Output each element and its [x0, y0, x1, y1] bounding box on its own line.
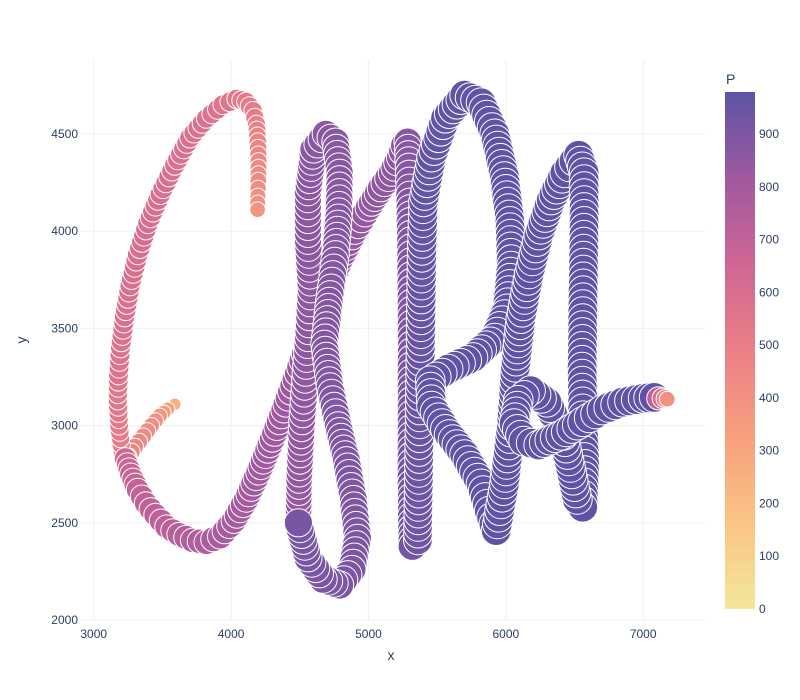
- y-axis-title: y: [13, 337, 29, 344]
- colorbar-tick-label: 0: [759, 602, 766, 616]
- colorbar-title: P: [726, 71, 735, 87]
- colorbar-tick-label: 400: [759, 391, 779, 405]
- x-tick-label: 6000: [492, 627, 519, 641]
- colorbar-tick-labels: 0 100 200 300 400 500 600 700 800 900: [759, 127, 779, 616]
- colorbar-tick-label: 500: [759, 338, 779, 352]
- data-point: [283, 508, 313, 538]
- colorbar: P 0 100 200 300 400 500 600 700 800 900: [725, 71, 779, 616]
- colorbar-tick-label: 300: [759, 444, 779, 458]
- data-point: [249, 201, 266, 218]
- colorbar-tick-label: 800: [759, 180, 779, 194]
- y-tick-label: 4000: [51, 224, 78, 238]
- colorbar-tick-label: 200: [759, 496, 779, 510]
- markers-layer: [107, 79, 676, 600]
- y-tick-labels: 2000 2500 3000 3500 4000 4500: [51, 127, 78, 627]
- x-tick-label: 7000: [630, 627, 657, 641]
- y-tick-label: 2500: [51, 516, 78, 530]
- x-tick-label: 5000: [355, 627, 382, 641]
- y-tick-label: 4500: [51, 127, 78, 141]
- colorbar-tick-label: 900: [759, 127, 779, 141]
- data-point: [658, 390, 676, 408]
- colorbar-tick-label: 600: [759, 285, 779, 299]
- x-axis-title: x: [388, 647, 395, 663]
- x-tick-label: 4000: [218, 627, 245, 641]
- y-tick-label: 2000: [51, 613, 78, 627]
- colorbar-tick-label: 700: [759, 233, 779, 247]
- x-tick-label: 3000: [80, 627, 107, 641]
- colorbar-tick-label: 100: [759, 549, 779, 563]
- x-tick-labels: 3000 4000 5000 6000 7000: [80, 627, 656, 641]
- colorbar-gradient: [725, 92, 755, 609]
- y-tick-label: 3000: [51, 419, 78, 433]
- y-tick-label: 3500: [51, 321, 78, 335]
